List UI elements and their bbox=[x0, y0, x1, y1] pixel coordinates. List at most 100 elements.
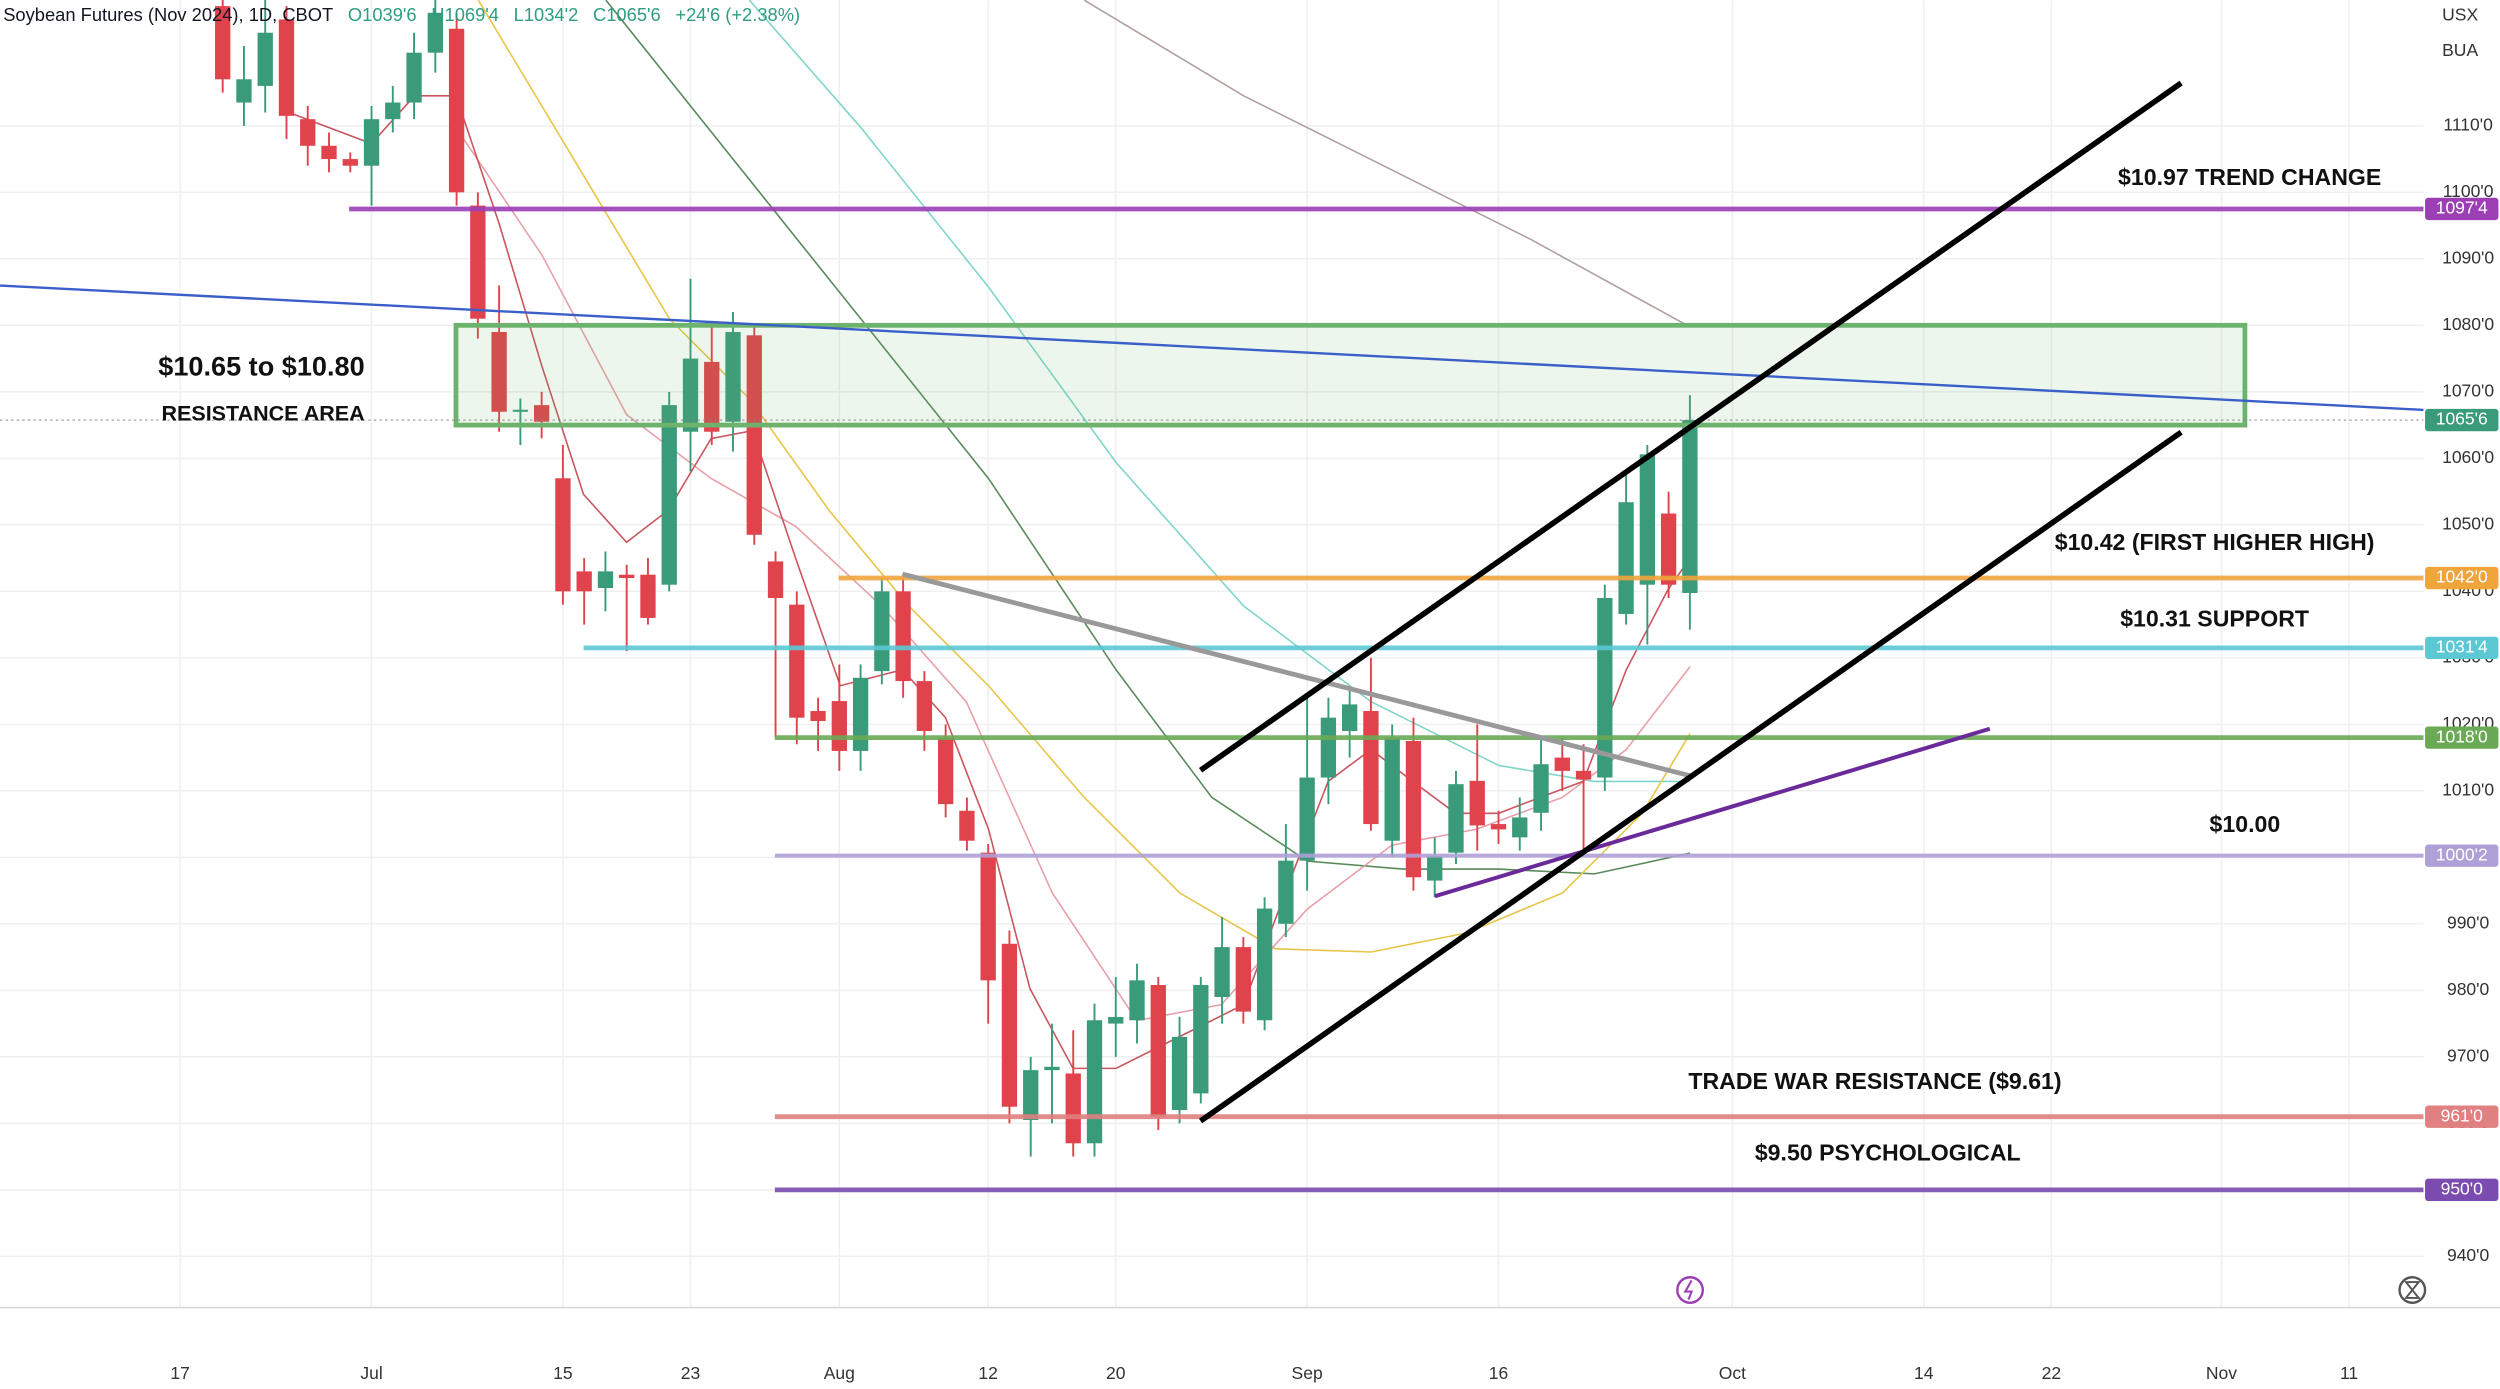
candle-body bbox=[1597, 597, 1613, 778]
candle-body bbox=[1618, 502, 1634, 614]
candle-body bbox=[1256, 908, 1273, 1021]
header: Soybean Futures (Nov 2024), 1D, CBOT O10… bbox=[3, 4, 800, 25]
ohlc-open: O1039'6 bbox=[348, 4, 417, 25]
candle-body bbox=[385, 102, 401, 120]
icon bbox=[2398, 1276, 2427, 1304]
x-tick-label: 17 bbox=[170, 1363, 189, 1383]
y-tick-label: 1050'0 bbox=[2442, 513, 2494, 533]
annotation: $9.50 PSYCHOLOGICAL bbox=[1755, 1140, 2021, 1166]
candle-body bbox=[682, 358, 699, 432]
annotation: $10.00 bbox=[2210, 811, 2281, 837]
candle-body bbox=[1278, 860, 1294, 924]
x-tick-label: Aug bbox=[824, 1363, 855, 1383]
candle-body bbox=[427, 12, 443, 53]
candle-body bbox=[448, 28, 465, 193]
candle-body bbox=[1044, 1066, 1060, 1071]
candle-body bbox=[257, 32, 273, 86]
candle-body bbox=[1129, 980, 1145, 1021]
moving-average bbox=[605, 0, 1691, 875]
candle-body bbox=[1150, 985, 1166, 1117]
x-tick-label: 15 bbox=[553, 1363, 572, 1383]
candle-body bbox=[789, 604, 805, 718]
y-tick-label: 980'0 bbox=[2447, 979, 2490, 999]
candle-body bbox=[1023, 1070, 1039, 1121]
candle-body bbox=[342, 159, 358, 166]
candle-body bbox=[852, 677, 869, 751]
candle-body bbox=[831, 701, 847, 751]
channel-line bbox=[1198, 80, 2183, 773]
candle-body bbox=[1533, 764, 1549, 813]
change: +24'6 (+2.38%) bbox=[675, 4, 800, 25]
candle-body bbox=[1108, 1016, 1124, 1024]
resistance-zone bbox=[453, 322, 2248, 428]
x-tick-label: 23 bbox=[681, 1363, 700, 1383]
price-label: 1031'4 bbox=[2436, 636, 2488, 656]
trend-line bbox=[0, 284, 2424, 412]
candle-body bbox=[1448, 784, 1464, 853]
x-tick-label: Jul bbox=[360, 1363, 382, 1383]
moving-average bbox=[477, 0, 1691, 953]
candle-body bbox=[278, 19, 295, 116]
y-tick-label: 1010'0 bbox=[2442, 779, 2494, 799]
ohlc-low: L1034'2 bbox=[514, 4, 579, 25]
trend-line bbox=[901, 571, 1694, 779]
x-tick-label: 22 bbox=[2042, 1363, 2061, 1383]
x-tick-label: Sep bbox=[1292, 1363, 1323, 1383]
x-tick-label: Oct bbox=[1719, 1363, 1746, 1383]
candle-body bbox=[767, 561, 784, 598]
x-tick-label: 20 bbox=[1106, 1363, 1126, 1383]
candle-body bbox=[725, 331, 741, 422]
candle-body bbox=[597, 571, 614, 589]
icon bbox=[1683, 1279, 1694, 1300]
currency-label: USX bbox=[2442, 5, 2478, 25]
price-label-box bbox=[2425, 726, 2499, 749]
candle-body bbox=[916, 681, 933, 731]
candle-body bbox=[363, 119, 380, 166]
candle-body bbox=[874, 591, 890, 672]
price-label: 1042'0 bbox=[2436, 567, 2488, 587]
candle-body bbox=[640, 574, 656, 618]
title: Soybean Futures (Nov 2024), 1D, CBOT bbox=[3, 4, 333, 25]
price-label: 1065'6 bbox=[2436, 409, 2488, 429]
candle-body bbox=[1384, 737, 1400, 841]
candle-body bbox=[1490, 824, 1507, 830]
price-label-box bbox=[2425, 566, 2499, 590]
y-tick-label: 1110'0 bbox=[2443, 114, 2493, 134]
annotation: $10.31 SUPPORT bbox=[2120, 605, 2309, 631]
candle-body bbox=[236, 79, 252, 103]
y-tick-label: 990'0 bbox=[2447, 912, 2490, 932]
price-label-box bbox=[2425, 636, 2499, 660]
candle-body bbox=[1363, 711, 1379, 825]
candle-body bbox=[959, 810, 975, 841]
candle-body bbox=[215, 6, 231, 80]
moving-average bbox=[1083, 0, 1691, 328]
x-tick-label: 11 bbox=[2340, 1363, 2358, 1383]
annotation: $10.97 TREND CHANGE bbox=[2118, 164, 2381, 190]
candle-body bbox=[1214, 947, 1230, 997]
candle-body bbox=[1469, 780, 1485, 826]
candles bbox=[215, 0, 1698, 1157]
candle-body bbox=[1660, 513, 1677, 585]
channel-line bbox=[1198, 429, 2183, 1124]
candle-body bbox=[1639, 454, 1656, 585]
price-label-box bbox=[2425, 408, 2499, 432]
y-tick-label: 970'0 bbox=[2447, 1045, 2490, 1065]
candle-body bbox=[1320, 717, 1337, 778]
drawings bbox=[0, 80, 2500, 1309]
candle-body bbox=[1554, 757, 1570, 771]
annotation: RESISTANCE AREA bbox=[161, 401, 364, 425]
candle-body bbox=[512, 409, 529, 412]
trend-line bbox=[1434, 726, 1991, 899]
unit-label: BUA bbox=[2442, 40, 2478, 60]
x-tick-label: 16 bbox=[1489, 1363, 1508, 1383]
candle-body bbox=[1001, 943, 1018, 1107]
x-tick-label: Nov bbox=[2206, 1363, 2237, 1383]
ohlc-close: C1065'6 bbox=[593, 4, 661, 25]
price-label-box bbox=[2425, 844, 2499, 867]
x-tick-label: 14 bbox=[1914, 1363, 1934, 1383]
candle-body bbox=[555, 478, 571, 592]
y-tick-label: 940'0 bbox=[2447, 1245, 2490, 1265]
